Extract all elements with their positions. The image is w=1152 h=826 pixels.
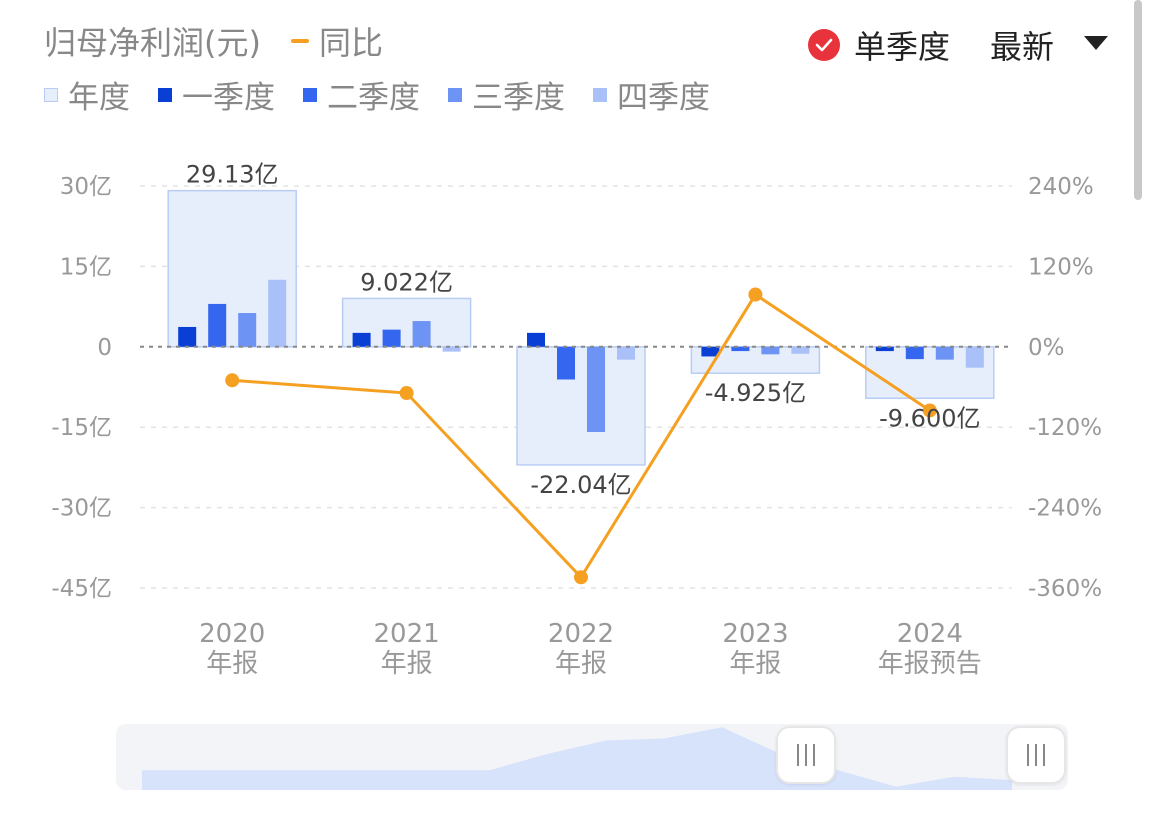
triangle-down-icon — [1084, 36, 1109, 50]
quarter-bar — [905, 346, 924, 360]
legend-label: 年度 — [68, 80, 130, 116]
quarter-bar — [935, 346, 954, 360]
y-tick-label: 15亿 — [60, 254, 112, 280]
yoy-label: 同比 — [318, 24, 383, 62]
legend-label: 二季度 — [327, 80, 420, 116]
slider-handle-right[interactable] — [1006, 726, 1066, 784]
annual-data-label: 29.13亿 — [186, 161, 279, 189]
legend: 年度 一季度 二季度 三季度 四季度 — [44, 72, 738, 117]
annual-data-label: -4.925亿 — [705, 379, 806, 407]
legend-item-1[interactable]: 一季度 — [158, 72, 275, 117]
yoy-point — [399, 386, 414, 401]
legend-swatch-icon — [448, 87, 462, 102]
quarter-bar — [587, 346, 605, 433]
scrollbar[interactable] — [1134, 0, 1142, 200]
quarter-bar — [268, 279, 287, 347]
x-tick-label: 年报预告 — [878, 649, 982, 679]
yoy-point — [748, 287, 763, 302]
yoy-point — [225, 373, 240, 388]
x-tick-label: 年报 — [729, 649, 781, 679]
grip-icon — [1027, 744, 1045, 766]
y-tick-label: 0 — [97, 335, 112, 361]
x-tick-label: 2022 — [548, 619, 614, 649]
grip-icon — [797, 744, 815, 766]
y2-tick-label: -120% — [1028, 415, 1102, 441]
quarter-bar — [412, 321, 431, 347]
quarter-bar — [731, 346, 750, 352]
quarter-bar — [178, 326, 197, 347]
annual-data-label: -9.600亿 — [879, 404, 980, 432]
overview-area — [142, 727, 1012, 790]
quarter-bar — [382, 329, 401, 347]
line-swatch-icon — [290, 39, 309, 43]
y2-tick-label: 120% — [1028, 254, 1094, 280]
chart-title: 归母净利润(元) — [44, 24, 261, 62]
x-tick-label: 2024 — [897, 619, 963, 649]
quarter-bar — [238, 313, 257, 347]
y-tick-label: 30亿 — [60, 174, 112, 200]
quarter-bar — [352, 332, 371, 347]
period-select[interactable]: 最新 — [990, 22, 1109, 68]
legend-item-3[interactable]: 三季度 — [448, 72, 565, 117]
slider-handle-left[interactable] — [776, 726, 836, 784]
legend-label: 三季度 — [472, 80, 565, 116]
quarter-bar — [617, 346, 635, 360]
y2-tick-label: -240% — [1028, 496, 1102, 522]
single-quarter-toggle[interactable]: 单季度 — [808, 22, 950, 68]
yoy-point — [574, 570, 588, 585]
quarter-bar — [527, 332, 545, 347]
overview-area-shape — [142, 727, 1012, 790]
quarter-bar — [208, 303, 227, 347]
y2-tick-label: 0% — [1028, 335, 1065, 361]
toggle-label: 单季度 — [854, 28, 951, 66]
period-select-value: 最新 — [990, 28, 1055, 66]
legend-item-2[interactable]: 二季度 — [303, 72, 420, 117]
quarter-bar — [442, 346, 461, 352]
yoy-point — [922, 403, 937, 418]
legend-label: 四季度 — [617, 80, 710, 116]
quarter-bar — [791, 346, 810, 354]
quarter-bar — [701, 346, 720, 357]
legend-swatch-icon — [44, 87, 58, 102]
chart-header: 归母净利润(元) 同比 单季度 最新 年度 一季度 二季度 三季度 四季度 — [0, 0, 1152, 130]
legend-swatch-icon — [303, 87, 317, 102]
range-slider[interactable] — [116, 724, 1068, 790]
legend-swatch-icon — [158, 87, 172, 102]
x-tick-label: 年报 — [206, 649, 258, 679]
y2-tick-label: -360% — [1028, 576, 1102, 602]
y-tick-label: -15亿 — [51, 415, 112, 441]
x-tick-label: 年报 — [555, 649, 607, 679]
quarter-bar — [761, 346, 780, 355]
legend-item-yoy[interactable]: 同比 — [290, 18, 383, 64]
quarter-bar — [965, 346, 984, 368]
legend-item-0[interactable]: 年度 — [44, 72, 130, 117]
checkmark-icon — [808, 29, 840, 61]
x-tick-label: 2020 — [199, 619, 265, 649]
annual-data-label: 9.022亿 — [360, 268, 453, 296]
title-row: 归母净利润(元) 同比 — [44, 18, 383, 64]
chart-area: 30亿 240% 15亿 120% 0 0% -15亿 -120% -30亿 -240% -45亿 -… — [51, 161, 1102, 679]
legend-label: 一季度 — [182, 80, 275, 116]
legend-swatch-icon — [593, 87, 607, 102]
quarter-bar — [875, 346, 894, 352]
x-tick-label: 年报 — [381, 649, 433, 679]
y-tick-label: -30亿 — [51, 496, 112, 522]
x-tick-label: 2021 — [374, 619, 440, 649]
annual-bar — [516, 346, 646, 466]
legend-item-4[interactable]: 四季度 — [593, 72, 710, 117]
y-tick-label: -45亿 — [51, 576, 112, 602]
quarter-bar — [557, 346, 575, 380]
y2-tick-label: 240% — [1028, 174, 1094, 200]
annual-data-label: -22.04亿 — [530, 471, 631, 499]
x-tick-label: 2023 — [722, 619, 788, 649]
